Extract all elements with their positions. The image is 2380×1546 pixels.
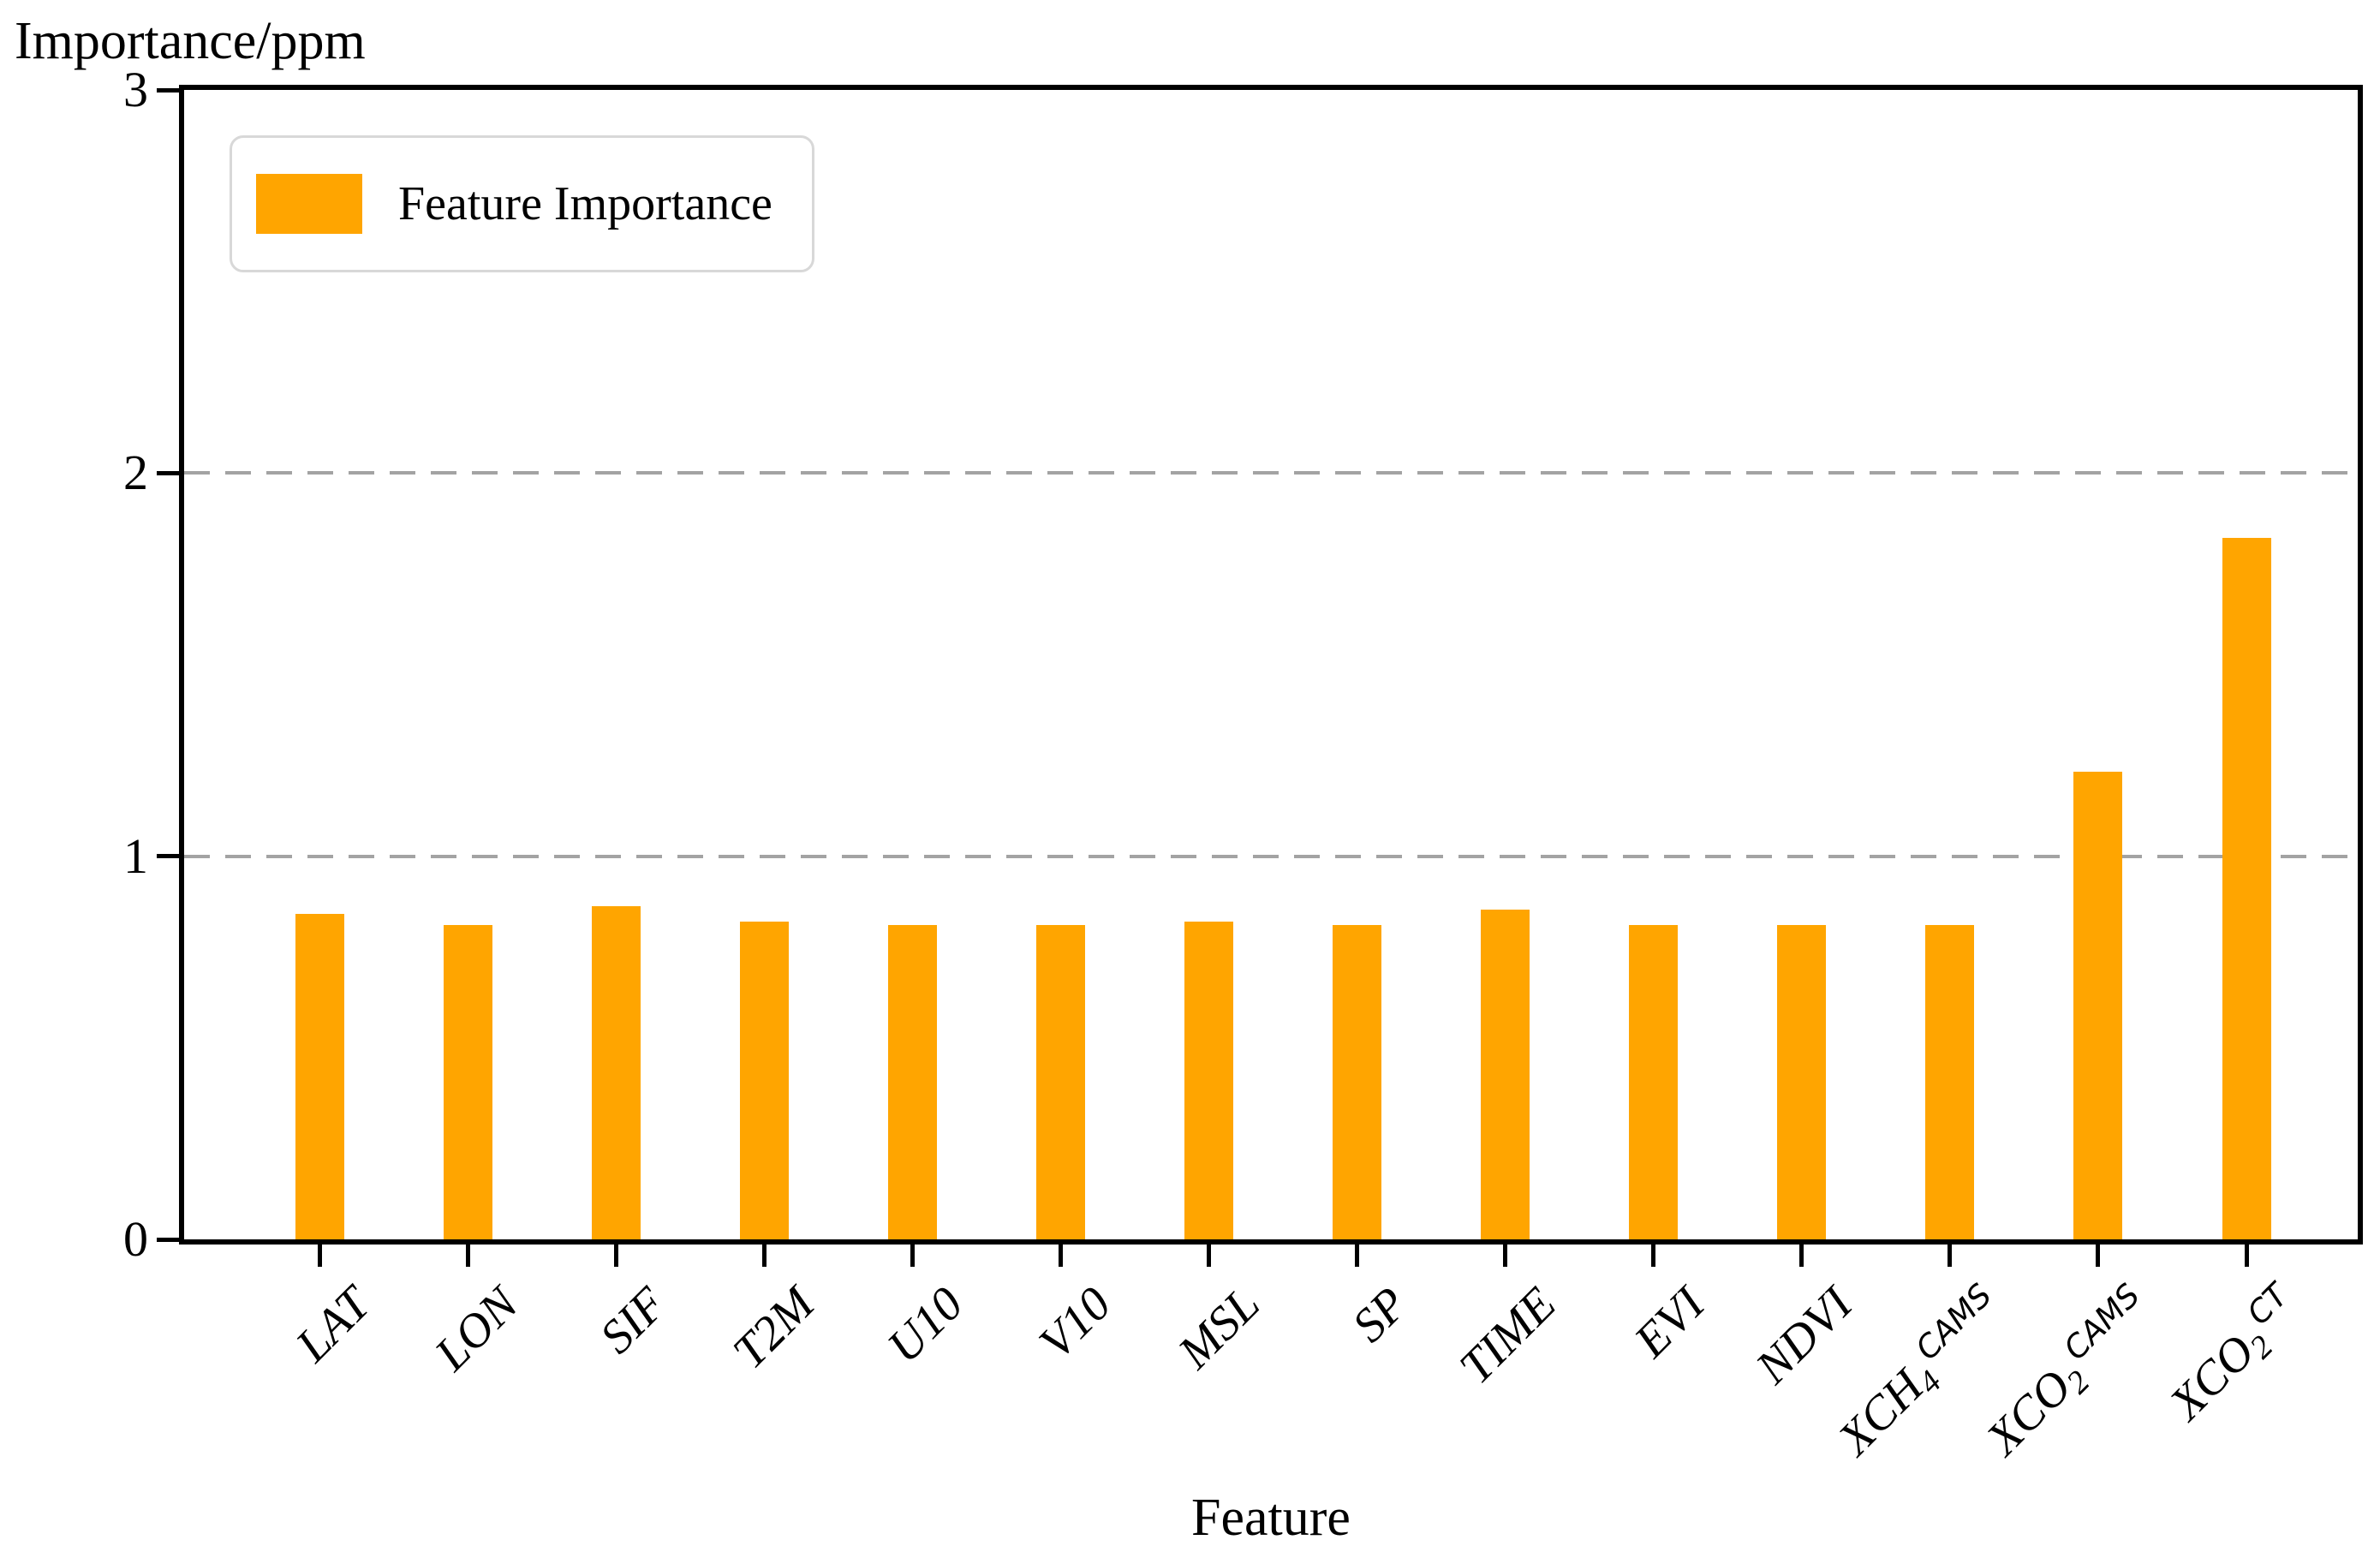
bar-NDVI: [1777, 925, 1827, 1239]
y-tick-3: [157, 87, 179, 93]
x-tick-T2M: [761, 1245, 766, 1267]
y-tick-label-2: 2: [123, 445, 148, 501]
legend: Feature Importance: [230, 135, 814, 272]
x-tick-label-text: TIME: [1449, 1277, 1566, 1394]
bar-LAT: [295, 913, 344, 1239]
x-tick-SIF: [613, 1245, 618, 1267]
bar-XCO2 CAMS: [2073, 772, 2123, 1239]
y-tick-2: [157, 470, 179, 475]
bar-EVI: [1629, 925, 1679, 1239]
y-tick-label-1: 1: [123, 827, 148, 884]
legend-swatch: [256, 174, 362, 234]
x-tick-LON: [465, 1245, 470, 1267]
x-tick-label-text: V10: [1029, 1277, 1122, 1370]
x-tick-label-text: MSL: [1167, 1277, 1270, 1379]
y-tick-label-0: 0: [123, 1211, 148, 1267]
x-tick-V10: [1058, 1245, 1063, 1267]
x-tick-label-text: SIF: [590, 1277, 677, 1364]
legend-label: Feature Importance: [398, 177, 772, 230]
x-tick-SP: [1355, 1245, 1360, 1267]
bar-LON: [443, 925, 492, 1239]
gridline-y2: [184, 471, 2358, 475]
bar-T2M: [739, 921, 789, 1239]
x-tick-label-text: XCO2CT: [2159, 1276, 2296, 1430]
x-tick-label-text: LON: [425, 1277, 529, 1382]
bar-XCH4 CAMS: [1925, 925, 1975, 1239]
x-tick-label-text: SP: [1342, 1277, 1418, 1353]
x-tick-MSL: [1206, 1245, 1211, 1267]
x-tick-label-text: U10: [877, 1277, 974, 1374]
y-tick-label-3: 3: [123, 62, 148, 117]
x-tick-NDVI: [1799, 1245, 1804, 1267]
x-tick-label-text: EVI: [1624, 1277, 1715, 1368]
x-tick-label-text: NDVI: [1745, 1277, 1863, 1394]
y-axis-title: Importance/ppm: [15, 12, 366, 70]
x-tick-TIME: [1503, 1245, 1508, 1267]
y-tick-0: [157, 1237, 179, 1242]
x-tick-XCO2 CAMS: [2096, 1245, 2101, 1267]
x-tick-label-text: LAT: [285, 1277, 381, 1372]
bar-U10: [887, 925, 937, 1239]
bar-MSL: [1184, 921, 1233, 1239]
bar-XCO2 CT: [2222, 538, 2271, 1239]
bar-V10: [1035, 925, 1085, 1239]
bar-SIF: [591, 905, 641, 1239]
plot-area: Feature Importance: [179, 85, 2363, 1245]
x-tick-label-text: T2M: [723, 1277, 826, 1379]
gridline-y1: [184, 854, 2358, 858]
x-tick-EVI: [1651, 1245, 1656, 1267]
x-axis-title: Feature: [1191, 1489, 1351, 1546]
bar-SP: [1333, 925, 1382, 1239]
x-tick-XCH4 CAMS: [1948, 1245, 1953, 1267]
x-tick-U10: [910, 1245, 915, 1267]
x-tick-XCO2 CT: [2244, 1245, 2249, 1267]
y-tick-1: [157, 854, 179, 859]
x-tick-LAT: [317, 1245, 322, 1267]
bar-TIME: [1481, 910, 1530, 1239]
